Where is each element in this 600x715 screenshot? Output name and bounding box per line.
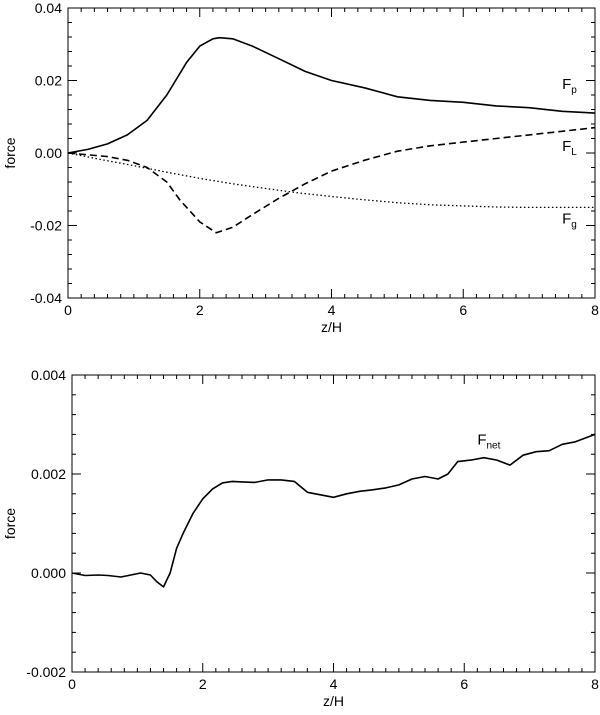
y-tick-label: -0.02: [30, 218, 62, 234]
x-tick-label: 6: [459, 302, 467, 318]
series-label-f-l: FL: [562, 138, 577, 158]
y-tick-label: 0.02: [35, 73, 62, 89]
y-tick-label: 0.04: [35, 0, 62, 16]
series-label-f-p: Fp: [562, 76, 577, 96]
y-tick-label: 0.002: [31, 466, 66, 482]
y-tick-label: 0.00: [35, 145, 62, 161]
series-label-subscript: p: [571, 85, 577, 96]
series-line-f-net: [71, 433, 596, 588]
series-label-f-net: Fnet: [477, 431, 500, 451]
series-line-f-l: [67, 126, 596, 234]
series-label-subscript: net: [486, 440, 500, 451]
x-tick-label: 2: [199, 676, 207, 692]
x-tick-label: 4: [330, 676, 338, 692]
panel-2: 0 2 4 6 8 -0.002 0.000 0.002 0.004 z/H force Fnet: [2, 367, 599, 709]
y-tick-label: -0.04: [30, 290, 62, 306]
y-axis-label: force: [2, 137, 18, 168]
series-label-main: F: [562, 211, 571, 228]
series-label-main: F: [562, 138, 571, 155]
series-label-subscript: L: [571, 147, 577, 158]
series-label-subscript: g: [571, 220, 577, 231]
x-tick-label: 8: [591, 302, 599, 318]
y-tick-label: -0.002: [26, 664, 66, 680]
series-line-f-p: [67, 36, 596, 154]
x-tick-label: 2: [196, 302, 204, 318]
x-tick-label: 8: [591, 676, 599, 692]
series-label-main: F: [562, 76, 571, 93]
y-tick-label: 0.004: [31, 367, 66, 383]
x-tick-label: 4: [328, 302, 336, 318]
plot-frame: [71, 374, 596, 673]
series-label-main: F: [477, 431, 486, 448]
y-axis-label: force: [2, 508, 18, 539]
panel-1: 0 2 4 6 8-0.04-0.020.000.020.04z/HforceFpFLF…: [2, 0, 599, 335]
x-axis-label: z/H: [323, 693, 344, 709]
x-tick-label: 6: [460, 676, 468, 692]
y-tick-label: 0.000: [31, 565, 66, 581]
x-tick-label: 0: [68, 676, 76, 692]
series-label-f-g: Fg: [562, 211, 577, 231]
x-axis-label: z/H: [321, 319, 342, 335]
plot-frame: [67, 7, 596, 299]
x-tick-label: 0: [64, 302, 72, 318]
series-line-f-g: [67, 152, 595, 209]
